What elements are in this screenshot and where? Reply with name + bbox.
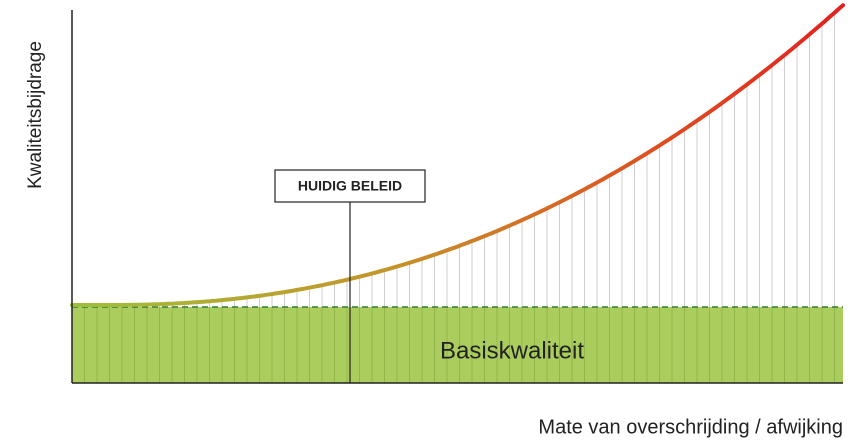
band-label: Basiskwaliteit [440,337,584,364]
callout-label: HUIDIG BELEID [298,178,402,194]
callout-box [274,169,426,203]
x-axis-label: Mate van overschrijding / afwijking [538,416,843,438]
curve [70,3,845,307]
y-axis-label: Kwaliteitsbijdrage [25,41,46,189]
hatch [84,12,835,383]
base-band [72,307,843,383]
